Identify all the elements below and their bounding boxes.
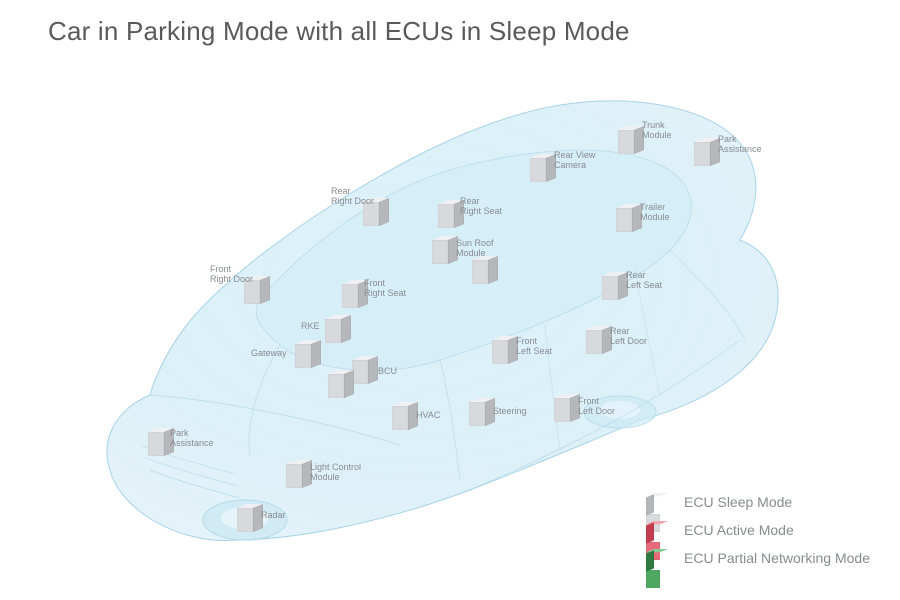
ecu-radar: Radar	[237, 508, 238, 509]
ecu-trunk-module: Trunk Module	[618, 130, 619, 131]
ecu-label-trunk-module: Trunk Module	[642, 120, 672, 140]
ecu-label-park-assist-rear: Park Assistance	[718, 134, 762, 154]
legend-item-sleep: ECU Sleep Mode	[644, 490, 870, 514]
ecu-label-rke: RKE	[301, 321, 320, 331]
ecu-label-steering: Steering	[493, 406, 527, 416]
ecu-label-front-left-door: Front Left Door	[578, 396, 615, 416]
ecu-front-left-door: Front Left Door	[554, 398, 555, 399]
ecu-rear-left-seat: Rear Left Seat	[602, 276, 603, 277]
ecu-light-control: Light Control Module	[286, 464, 287, 465]
ecu-front-right-seat: Front Right Seat	[342, 284, 343, 285]
ecu-label-front-right-seat: Front Right Seat	[364, 278, 406, 298]
ecu-label-park-assist-front: Park Assistance	[170, 428, 214, 448]
ecu-park-assist-rear: Park Assistance	[694, 142, 695, 143]
legend-item-partial: ECU Partial Networking Mode	[644, 546, 870, 570]
ecu-gateway: Gateway	[295, 344, 296, 345]
ecu-hvac: HVAC	[392, 406, 393, 407]
ecu-label-rear-right-seat: Rear Right Seat	[460, 196, 502, 216]
ecu-label-rear-left-seat: Rear Left Seat	[626, 270, 662, 290]
diagram-stage: Park Assistance Radar Light Control Module…	[0, 0, 900, 600]
ecu-front-right-door: Front Right Door	[244, 280, 245, 281]
legend-cube-partial	[644, 546, 670, 570]
legend-label-sleep: ECU Sleep Mode	[684, 494, 792, 510]
ecu-label-front-left-seat: Front Left Seat	[516, 336, 552, 356]
ecu-label-trailer-module: Trailer Module	[640, 202, 670, 222]
legend-cube-sleep	[644, 490, 670, 514]
ecu-label-gateway: Gateway	[251, 348, 287, 358]
ecu-steering: Steering	[469, 402, 470, 403]
ecu-label-rear-right-door: Rear Right Door	[331, 186, 374, 206]
ecu-front-left-seat: Front Left Seat	[492, 340, 493, 341]
ecu-rke: RKE	[325, 319, 326, 320]
ecu-label-bcu: BCU	[378, 366, 397, 376]
ecu-label-hvac: HVAC	[416, 410, 440, 420]
legend: ECU Sleep Mode ECU Active Mode ECU Partial…	[644, 486, 870, 574]
ecu-label-light-control: Light Control Module	[310, 462, 361, 482]
ecu-bcu: BCU	[352, 360, 353, 361]
ecu-bcu-2	[328, 374, 329, 375]
ecu-label-rear-left-door: Rear Left Door	[610, 326, 647, 346]
ecu-rear-left-door: Rear Left Door	[586, 330, 587, 331]
ecu-trailer-module: Trailer Module	[616, 208, 617, 209]
ecu-rear-view-camera: Rear View Camera	[530, 158, 531, 159]
ecu-label-radar: Radar	[261, 510, 286, 520]
ecu-label-rear-view-camera: Rear View Camera	[554, 150, 595, 170]
ecu-sun-roof: Sun Roof Module	[432, 240, 433, 241]
ecu-label-front-right-door: Front Right Door	[210, 264, 253, 284]
ecu-rear-right-door: Rear Right Door	[363, 202, 364, 203]
ecu-park-assist-front: Park Assistance	[148, 432, 149, 433]
ecu-sun-roof-2	[472, 260, 473, 261]
ecu-rear-right-seat: Rear Right Seat	[438, 204, 439, 205]
legend-label-active: ECU Active Mode	[684, 522, 794, 538]
legend-cube-active	[644, 518, 670, 542]
legend-item-active: ECU Active Mode	[644, 518, 870, 542]
legend-label-partial: ECU Partial Networking Mode	[684, 550, 870, 566]
